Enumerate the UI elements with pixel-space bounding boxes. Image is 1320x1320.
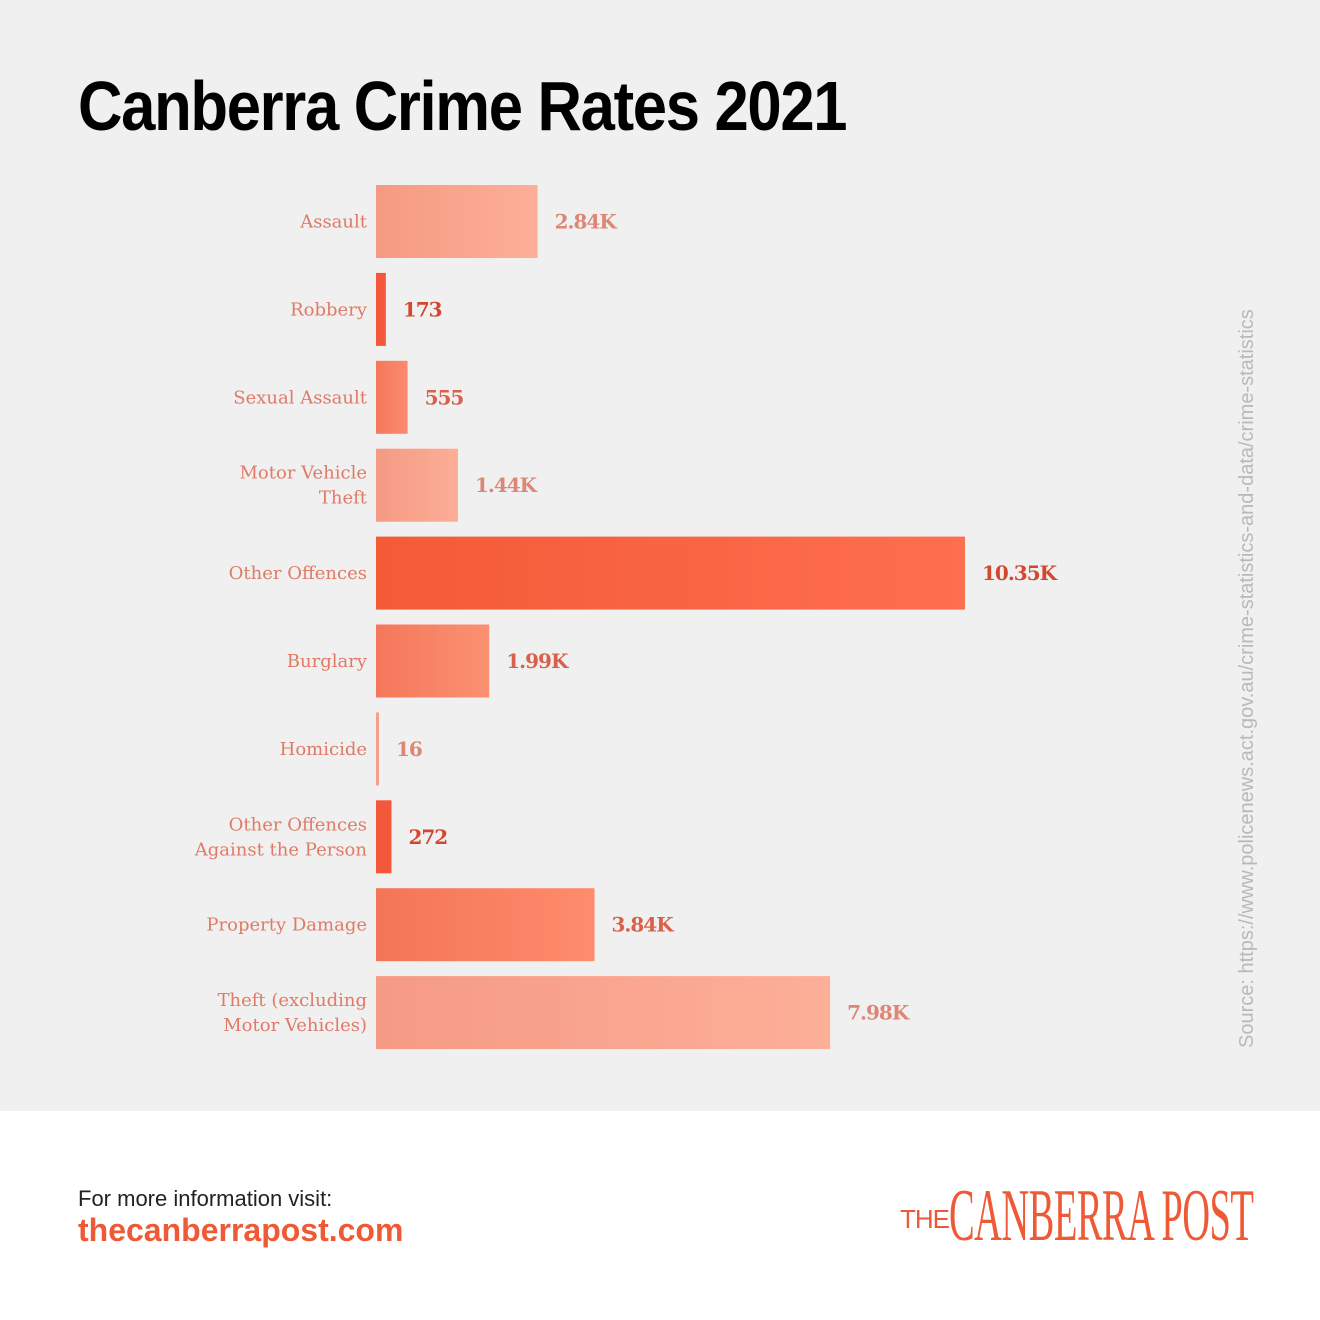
bar — [376, 185, 538, 258]
value-label: 2.84K — [555, 210, 618, 234]
category-label: Homicide — [280, 739, 367, 760]
bar — [376, 888, 595, 962]
bar — [376, 448, 458, 522]
bar — [376, 800, 392, 874]
value-label: 1.44K — [475, 473, 538, 497]
bar — [376, 360, 408, 434]
value-label: 555 — [425, 385, 464, 409]
more-info-text: For more information visit: — [78, 1186, 333, 1211]
value-label: 7.98K — [847, 1001, 910, 1025]
value-label: 173 — [403, 297, 442, 321]
source-note: Source: https://www.policenews.act.gov.a… — [1236, 309, 1258, 1048]
value-label: 1.99K — [506, 649, 569, 673]
category-label: Theft (excluding — [217, 990, 367, 1011]
value-label: 10.35K — [982, 561, 1058, 585]
bar — [376, 976, 831, 1050]
category-label: Other Offences — [229, 814, 367, 835]
category-label: Theft — [319, 488, 368, 509]
bar — [376, 536, 965, 610]
category-label: Robbery — [290, 299, 368, 320]
bar — [376, 272, 386, 346]
value-label: 272 — [408, 825, 447, 849]
bar — [376, 624, 490, 698]
bar — [376, 712, 379, 786]
logo-main: CANBERRA POST — [949, 1175, 1254, 1257]
website-link[interactable]: thecanberrapost.com — [78, 1212, 404, 1248]
category-label: Against the Person — [194, 839, 368, 860]
value-label: 3.84K — [612, 913, 675, 937]
category-label: Burglary — [287, 651, 368, 672]
category-label: Other Offences — [229, 563, 367, 584]
category-label: Sexual Assault — [233, 387, 367, 408]
logo-the: THE — [900, 1204, 950, 1234]
category-label: Motor Vehicles) — [223, 1015, 367, 1036]
value-label: 16 — [396, 737, 422, 761]
category-label: Assault — [299, 212, 368, 233]
category-label: Property Damage — [206, 915, 367, 936]
chart-title: Canberra Crime Rates 2021 — [78, 67, 848, 145]
category-label: Motor Vehicle — [239, 463, 367, 484]
bar-chart: Assault 2.84K Robbery 173 Sexual Assault 555 M… — [194, 185, 1059, 1050]
canberra-post-logo: THECANBERRA POST — [900, 1174, 1320, 1259]
